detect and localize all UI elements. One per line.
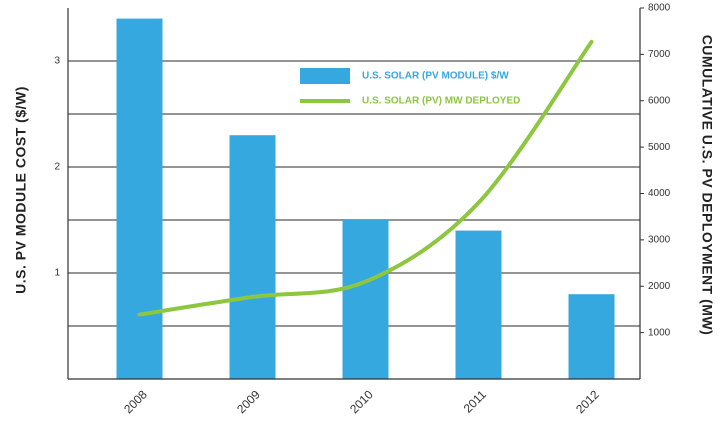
- x-tick-label: 2011: [461, 387, 489, 415]
- y2-tick-label: 4000: [648, 188, 671, 199]
- y-tick-label: 3: [54, 56, 60, 67]
- y2-tick-label: 3000: [648, 235, 671, 246]
- bar: [342, 220, 389, 379]
- x-tick-label: 2008: [121, 387, 150, 416]
- y-axis-title: U.S. PV MODULE COST ($/W): [13, 86, 29, 294]
- y-tick-label: 2: [54, 162, 60, 173]
- y2-tick-label: 6000: [648, 95, 671, 106]
- y2-tick-label: 1000: [648, 327, 671, 338]
- bar: [568, 294, 615, 379]
- y2-tick-label: 8000: [648, 3, 671, 14]
- legend-label: U.S. SOLAR (PV MODULE) $/W: [362, 71, 509, 82]
- line: [137, 39, 594, 317]
- bar: [116, 18, 163, 379]
- x-tick-label: 2010: [347, 387, 376, 416]
- y2-axis-title: CUMULATIVE U.S. PV DEPLOYMENT (MW): [699, 35, 715, 336]
- y2-tick-label: 7000: [648, 49, 671, 60]
- x-tick-label: 2009: [234, 387, 263, 416]
- x-tick-label: 2012: [573, 387, 602, 416]
- bar: [229, 135, 276, 379]
- y2-tick-label: 2000: [648, 281, 671, 292]
- bar: [455, 230, 502, 379]
- legend-label: U.S. SOLAR (PV) MW DEPLOYED: [362, 96, 520, 107]
- legend-swatch: [300, 68, 350, 84]
- y-tick-label: 1: [54, 268, 60, 279]
- y2-tick-label: 5000: [648, 142, 671, 153]
